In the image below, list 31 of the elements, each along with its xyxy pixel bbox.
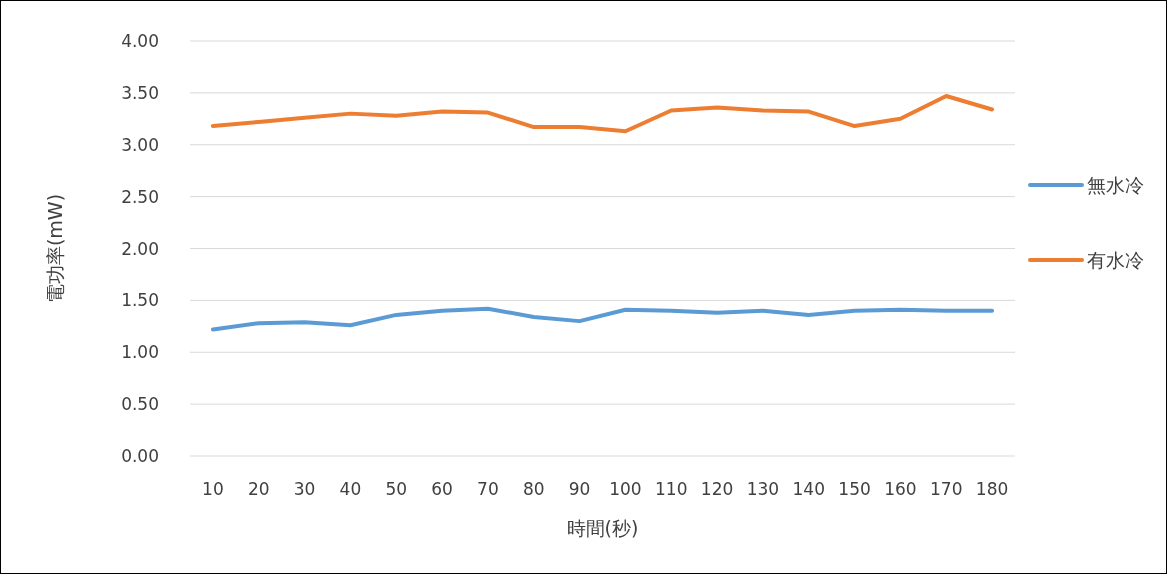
y-tick-label: 3.00: [121, 134, 159, 155]
x-tick-label: 40: [339, 479, 362, 499]
x-tick-label: 130: [746, 479, 780, 499]
x-tick-label: 120: [700, 479, 734, 499]
x-tick-label: 60: [431, 479, 453, 499]
x-tick-label: 20: [247, 479, 270, 499]
y-tick-label: 1.50: [121, 290, 159, 311]
y-tick-label: 0.00: [121, 446, 159, 466]
x-axis-title: 時間(秒): [566, 517, 639, 539]
x-tick-label: 10: [202, 479, 224, 499]
x-tick-label: 170: [930, 479, 963, 499]
x-tick-label: 80: [522, 479, 545, 499]
legend-label: 有水冷: [1087, 249, 1144, 271]
y-tick-label: 1.00: [121, 342, 159, 363]
y-tick-label: 0.50: [121, 394, 159, 415]
x-tick-label: 150: [838, 479, 871, 499]
y-axis-title: 電功率(mW): [44, 193, 66, 304]
x-tick-label: 140: [792, 479, 825, 499]
x-tick-label: 30: [293, 479, 316, 499]
x-tick-label: 160: [884, 479, 917, 499]
x-tick-label: 100: [609, 479, 642, 499]
x-tick-label: 180: [975, 479, 1009, 499]
x-tick-label: 110: [655, 479, 688, 499]
legend-label: 無水冷: [1087, 174, 1144, 196]
y-tick-label: 2.50: [121, 186, 159, 207]
x-tick-label: 90: [568, 479, 591, 499]
y-tick-label: 2.00: [121, 238, 159, 259]
x-tick-label: 50: [385, 479, 408, 499]
y-tick-label: 3.50: [121, 82, 159, 103]
y-tick-label: 4.00: [121, 31, 159, 51]
x-tick-label: 70: [477, 479, 499, 499]
